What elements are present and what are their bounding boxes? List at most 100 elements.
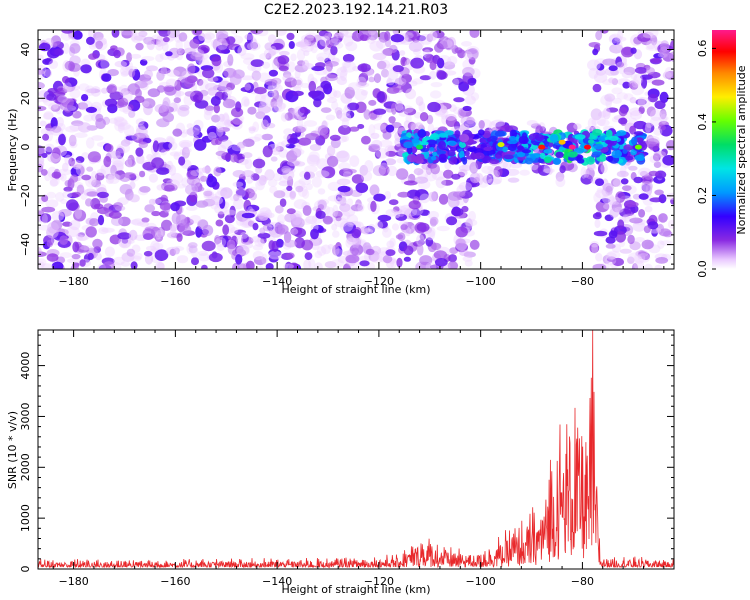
noise-blob [587, 59, 601, 71]
noise-blob [156, 229, 164, 238]
noise-blob [391, 223, 400, 231]
noise-blob [641, 239, 654, 250]
noise-blob [302, 59, 310, 71]
spectrogram-y-axis-label: Frequency (Hz) [6, 109, 19, 192]
noise-blob [330, 45, 338, 56]
noise-blob [55, 192, 65, 202]
signal-blob [420, 147, 430, 152]
noise-blob [100, 58, 110, 70]
noise-blob [400, 224, 408, 231]
noise-blob [314, 251, 323, 259]
noise-blob [275, 146, 284, 152]
noise-blob [526, 120, 538, 127]
y-tick-label: 1000 [19, 504, 32, 532]
noise-blob [163, 36, 170, 43]
noise-blob [44, 143, 55, 153]
noise-blob [333, 217, 348, 228]
noise-blob [377, 220, 388, 229]
noise-blob [132, 252, 143, 260]
signal-blob [516, 151, 526, 158]
noise-blob [155, 54, 164, 63]
noise-blob [148, 173, 158, 183]
noise-blob [469, 172, 481, 184]
noise-blob [384, 31, 391, 41]
noise-blob [618, 106, 628, 117]
noise-blob [543, 163, 553, 174]
noise-blob [295, 41, 308, 48]
noise-blob [267, 49, 277, 57]
noise-blob [622, 213, 636, 219]
noise-blob [654, 264, 663, 269]
noise-blob [151, 210, 161, 217]
noise-blob [68, 157, 76, 167]
noise-blob [411, 78, 424, 85]
noise-blob [555, 171, 565, 182]
noise-blob [342, 61, 357, 73]
noise-blob [303, 259, 312, 269]
noise-blob [302, 188, 310, 199]
signal-peak-blob [497, 142, 505, 148]
noise-blob [415, 96, 424, 106]
noise-blob [240, 231, 249, 239]
noise-blob [340, 65, 347, 73]
noise-blob [283, 134, 291, 141]
noise-blob [55, 87, 68, 95]
noise-blob [257, 179, 264, 187]
noise-blob [223, 119, 231, 128]
signal-blob [420, 141, 429, 146]
noise-blob [230, 227, 239, 234]
noise-blob [267, 34, 277, 44]
noise-blob [317, 56, 324, 62]
colorbar-tick-label: 0.0 [696, 260, 709, 278]
signal-peak-blob [416, 144, 424, 150]
noise-blob [183, 47, 196, 55]
noise-blob [638, 209, 646, 218]
noise-blob [51, 211, 64, 222]
signal-blob [438, 140, 446, 150]
noise-blob [200, 175, 208, 182]
noise-blob [583, 169, 590, 178]
noise-blob [139, 170, 146, 178]
noise-blob [634, 67, 647, 74]
noise-blob [602, 107, 611, 120]
noise-blob [129, 219, 141, 225]
noise-blob [38, 54, 44, 62]
noise-blob [670, 198, 674, 205]
noise-blob [633, 260, 645, 269]
noise-blob [267, 85, 278, 94]
noise-blob [342, 53, 355, 63]
noise-blob [240, 75, 255, 81]
noise-blob [597, 115, 606, 127]
y-tick-label: −40 [19, 233, 32, 256]
noise-blob [434, 65, 447, 72]
signal-blob [449, 141, 457, 147]
noise-blob [600, 198, 611, 204]
noise-blob [394, 210, 401, 219]
noise-blob [205, 105, 215, 111]
signal-blob [435, 150, 447, 155]
noise-blob [244, 83, 251, 91]
noise-blob [359, 260, 370, 267]
noise-blob [633, 120, 647, 130]
noise-blob [345, 238, 353, 248]
noise-blob [429, 30, 438, 41]
noise-blob [142, 98, 156, 109]
noise-blob [234, 46, 242, 54]
noise-blob [458, 169, 468, 176]
noise-blob [273, 173, 283, 182]
noise-blob [448, 197, 460, 208]
noise-blob [203, 110, 212, 121]
signal-blob [605, 129, 613, 138]
noise-blob [160, 194, 168, 202]
noise-blob [143, 36, 156, 45]
noise-blob [101, 87, 108, 94]
noise-blob [279, 198, 287, 207]
noise-blob [365, 248, 375, 256]
noise-blob [361, 135, 371, 145]
noise-blob [621, 185, 632, 192]
noise-blob [389, 237, 396, 248]
noise-blob [608, 196, 617, 206]
x-tick-label: −140 [262, 275, 292, 288]
noise-blob [278, 102, 287, 109]
noise-blob [98, 227, 109, 235]
